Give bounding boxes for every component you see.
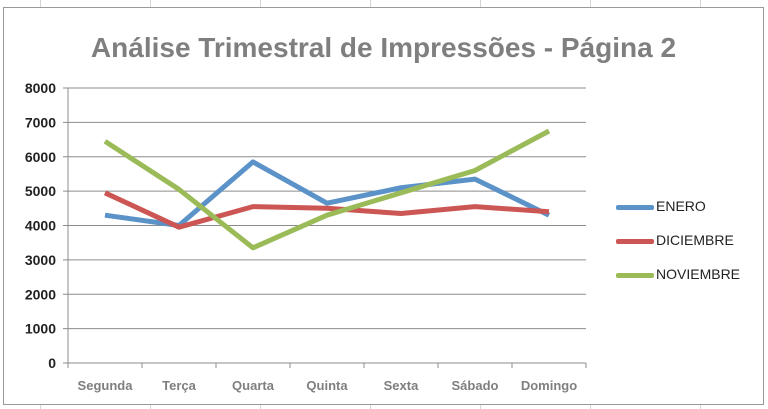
y-tick-label: 6000	[25, 149, 56, 165]
chart-title: Análise Trimestral de Impressões - Págin…	[90, 32, 677, 63]
y-tick-label: 3000	[25, 252, 56, 268]
x-tick-label: Sábado	[452, 378, 499, 393]
series-line-noviembre[interactable]	[103, 128, 551, 251]
x-tick-label: Sexta	[384, 378, 419, 393]
y-tick-label: 5000	[25, 183, 56, 199]
legend-label-diciembre: DICIEMBRE	[656, 232, 734, 248]
legend-swatch-noviembre	[616, 273, 654, 278]
y-tick-label: 2000	[25, 286, 56, 302]
y-tick-label: 8000	[25, 80, 56, 96]
x-tick-label: Terça	[162, 378, 196, 393]
x-tick-labels: Segunda Terça Quarta Quinta Sexta Sábado Domin…	[78, 378, 578, 393]
gridlines	[68, 87, 586, 330]
x-tick-label: Domingo	[521, 378, 577, 393]
y-tick-label: 1000	[25, 321, 56, 337]
legend-swatch-diciembre	[616, 239, 654, 244]
legend-swatch-enero	[616, 205, 654, 210]
y-tick-label: 0	[48, 355, 56, 371]
axes	[63, 87, 587, 368]
x-tick-label: Quarta	[232, 378, 275, 393]
plot-area: 0 1000 2000 3000 4000 5000 6000 7000 8000 Segund…	[25, 80, 587, 393]
y-tick-label: 7000	[25, 114, 56, 130]
series-lines	[103, 128, 551, 251]
legend-label-enero: ENERO	[656, 198, 706, 214]
chart-area[interactable]: Análise Trimestral de Impressões - Págin…	[3, 7, 764, 405]
y-tick-labels: 0 1000 2000 3000 4000 5000 6000 7000 8000	[25, 80, 56, 371]
legend-label-noviembre: NOVIEMBRE	[656, 266, 741, 282]
y-tick-label: 4000	[25, 218, 56, 234]
x-tick-label: Quinta	[306, 378, 348, 393]
series-line-diciembre[interactable]	[103, 190, 550, 230]
x-tick-label: Segunda	[78, 378, 134, 393]
